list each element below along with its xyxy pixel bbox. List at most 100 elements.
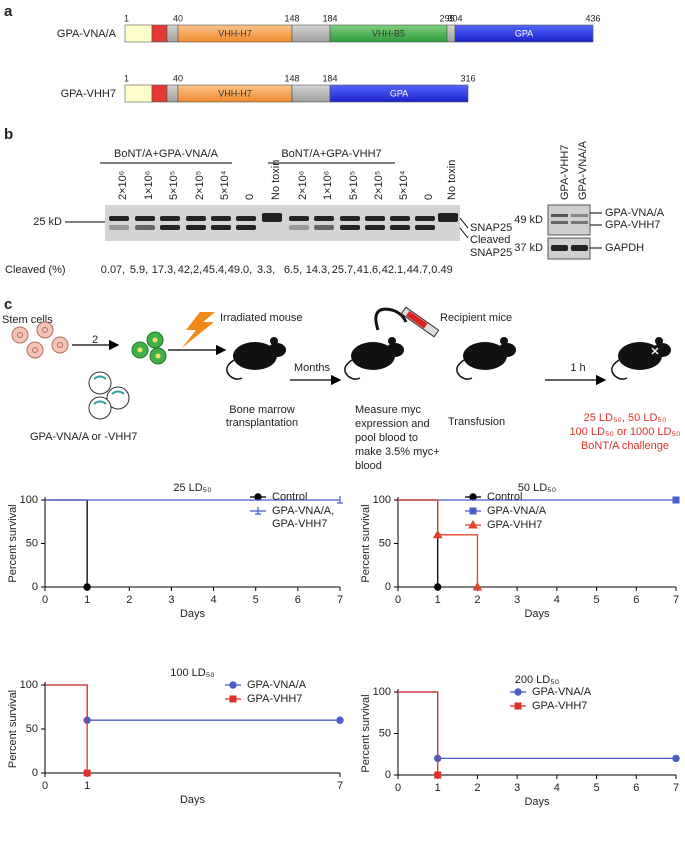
gel-band — [236, 216, 256, 221]
mouse-body — [618, 342, 662, 370]
western-lane: GPA-VNA/A — [577, 140, 589, 200]
point — [672, 754, 680, 763]
y-axis-label: Percent survival — [360, 694, 372, 772]
y-tick-label: 100 — [373, 494, 391, 506]
x-axis-label: Days — [524, 608, 550, 620]
y-tick-label: 100 — [20, 679, 38, 691]
x-tick-label: 2 — [126, 594, 132, 606]
band-pointer — [459, 227, 469, 239]
gel-band — [365, 216, 385, 221]
gel-band — [289, 225, 309, 230]
schematic-text: make 3.5% myc+ — [355, 446, 440, 458]
domain-label: GPA — [390, 88, 408, 98]
mouse-tail — [344, 359, 361, 380]
challenge-text: BoNT/A challenge — [581, 440, 669, 452]
point — [514, 688, 522, 696]
x-tick-label: 6 — [295, 594, 301, 606]
lane-label: 2×10⁶ — [117, 171, 129, 200]
western-marker: 49 kD — [514, 214, 543, 226]
x-tick-label: 0 — [395, 782, 401, 794]
band-label: SNAP25 — [470, 247, 512, 259]
legend-label: GPA-VNA/A — [247, 679, 307, 691]
mouse-tail — [611, 359, 628, 380]
western-band — [571, 221, 588, 224]
y-tick-label: 100 — [373, 686, 391, 698]
lane-label: 0 — [423, 194, 435, 200]
lane-label: 1×10⁶ — [322, 171, 334, 200]
x-tick-label: 0 — [42, 780, 48, 792]
mouse-tail — [226, 359, 243, 380]
x-tick-label: 3 — [514, 782, 520, 794]
challenge-text: 100 LD₅₀ or 1000 LD₅₀ — [570, 426, 681, 438]
residue-number: 1 — [124, 13, 129, 23]
point — [434, 583, 442, 591]
point — [469, 507, 477, 515]
residue-number: 40 — [173, 73, 183, 83]
gel-band — [236, 225, 256, 230]
gel-band — [186, 225, 206, 230]
x-tick-label: 7 — [337, 780, 343, 792]
chart-title: 25 LD₅₀ — [173, 482, 211, 494]
y-tick-label: 50 — [379, 727, 391, 739]
x-tick-label: 1 — [84, 594, 90, 606]
legend-label: GPA-VHH7 — [247, 693, 303, 705]
y-tick-label: 0 — [32, 767, 38, 779]
x-tick-label: 6 — [633, 782, 639, 794]
domain-segment — [151, 24, 168, 43]
residue-number: 40 — [173, 13, 183, 23]
panel-label: b — [4, 126, 13, 143]
mouse-ear — [388, 337, 396, 345]
gel-band — [289, 216, 309, 221]
gel-band — [340, 225, 360, 230]
point — [468, 519, 478, 529]
y-tick-label: 0 — [385, 581, 391, 593]
gel-band — [262, 213, 282, 222]
mouse-ear — [655, 337, 663, 345]
cleaved-value: 14.3, — [306, 264, 330, 276]
residue-number: 148 — [284, 73, 299, 83]
x-tick-label: 1 — [435, 782, 441, 794]
y-tick-label: 50 — [379, 537, 391, 549]
cleaved-value: 49.0, — [228, 264, 252, 276]
schematic-text: 1 h — [570, 362, 585, 374]
gel-band — [186, 216, 206, 221]
lane-label: No toxin — [270, 160, 282, 200]
residue-number: 316 — [460, 73, 475, 83]
nucleus — [152, 337, 158, 343]
construct-name: GPA-VNA/A — [57, 28, 117, 40]
point — [254, 493, 262, 501]
domain-label: VHH-H7 — [218, 28, 252, 38]
cleaved-value: 45.4, — [203, 264, 227, 276]
mouse-tail — [456, 359, 473, 380]
cleaved-value: 0.49 — [431, 264, 452, 276]
x-tick-label: 7 — [337, 594, 343, 606]
vector — [111, 390, 125, 395]
y-axis-label: Percent survival — [360, 504, 372, 582]
lane-label: 5×10⁵ — [348, 171, 360, 200]
virus-cell — [88, 371, 112, 395]
western-label: GPA-VNA/A — [605, 207, 665, 219]
gel-band — [415, 225, 435, 230]
nucleus — [57, 342, 63, 348]
residue-number: 436 — [585, 13, 600, 23]
gel-band — [314, 225, 334, 230]
x-tick-label: 3 — [514, 594, 520, 606]
legend-label: Control — [487, 491, 523, 503]
challenge-mark — [651, 347, 659, 355]
schematic-text: Transfusion — [448, 416, 505, 428]
residue-number: 184 — [322, 73, 337, 83]
gel-band — [109, 225, 129, 230]
gel-band — [109, 216, 129, 221]
western-band — [551, 221, 568, 224]
gel-band — [211, 225, 231, 230]
x-tick-label: 1 — [84, 780, 90, 792]
construct-name: GPA-VHH7 — [61, 88, 116, 100]
x-tick-label: 1 — [435, 594, 441, 606]
western-band — [551, 245, 568, 251]
x-tick-label: 0 — [395, 594, 401, 606]
mouse-ear — [270, 337, 278, 345]
cleaved-value: 3.3, — [257, 264, 275, 276]
x-tick-label: 7 — [673, 594, 679, 606]
western-label: GPA-VHH7 — [605, 219, 660, 231]
